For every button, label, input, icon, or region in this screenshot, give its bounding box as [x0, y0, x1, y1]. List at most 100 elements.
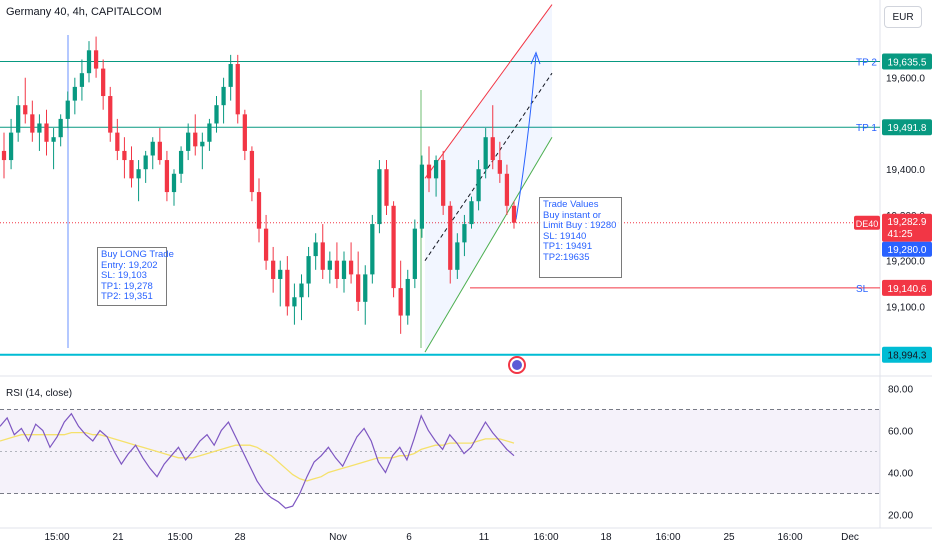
candle-body[interactable]	[334, 260, 340, 279]
candle-body[interactable]	[412, 228, 417, 279]
candle-body[interactable]	[370, 224, 375, 275]
candle-body[interactable]	[271, 260, 276, 279]
candle-body[interactable]	[164, 160, 170, 193]
candle-body[interactable]	[58, 118, 63, 138]
candle-body[interactable]	[72, 86, 77, 101]
candle-body[interactable]	[65, 100, 70, 119]
candle-body[interactable]	[150, 141, 155, 156]
candle-body[interactable]	[299, 283, 304, 298]
candle-body[interactable]	[292, 297, 297, 307]
time-tick-label: 18	[600, 532, 612, 543]
candle-body[interactable]	[504, 173, 510, 206]
candle-body[interactable]	[398, 288, 403, 316]
candle-body[interactable]	[278, 269, 283, 279]
candle-body[interactable]	[483, 137, 488, 170]
candle-body[interactable]	[51, 137, 56, 142]
candle-body[interactable]	[490, 137, 495, 161]
symbol-tag	[854, 215, 880, 230]
trade-note-left[interactable]: Buy LONG Trade Entry: 19,202 SL: 19,103 …	[97, 247, 174, 306]
candle-body[interactable]	[79, 73, 85, 87]
candle-body[interactable]	[221, 86, 226, 106]
candle-body[interactable]	[186, 132, 191, 151]
candle-body[interactable]	[157, 141, 162, 161]
candle-body[interactable]	[391, 205, 396, 289]
candle-body[interactable]	[405, 278, 410, 316]
candle-body[interactable]	[256, 192, 262, 229]
candle-body[interactable]	[129, 160, 134, 179]
rsi-ma-line	[0, 431, 515, 482]
candle-body[interactable]	[469, 201, 474, 225]
candle-body[interactable]	[497, 160, 502, 174]
rsi-indicator-label[interactable]: RSI (14, close)	[6, 388, 73, 399]
level-name-label: SL	[856, 284, 869, 295]
candle-body[interactable]	[30, 114, 35, 133]
price-tick-label: 19,100.0	[886, 302, 925, 313]
candle-body[interactable]	[37, 123, 42, 133]
candle-body[interactable]	[433, 160, 439, 179]
price-tick-label: 19,600.0	[886, 74, 925, 85]
candle-body[interactable]	[136, 169, 141, 179]
level-name-label: TP 1	[856, 123, 877, 134]
level-price-tag	[882, 279, 932, 296]
candle-body[interactable]	[377, 169, 382, 225]
candle-body[interactable]	[462, 224, 467, 243]
time-tick-label: 21	[112, 532, 124, 543]
candle-body[interactable]	[249, 150, 255, 193]
candle-body[interactable]	[16, 105, 21, 133]
candle-body[interactable]	[511, 205, 517, 223]
candle-body[interactable]	[214, 105, 219, 124]
rsi-tick-label: 80.00	[888, 385, 913, 396]
level-price-label: 18,994.3	[888, 351, 927, 362]
candle-body[interactable]	[356, 274, 361, 302]
candle-body[interactable]	[93, 50, 99, 69]
candle-body[interactable]	[263, 228, 269, 261]
candle-body[interactable]	[448, 205, 453, 270]
candle-body[interactable]	[341, 260, 347, 279]
candle-body[interactable]	[384, 169, 389, 206]
price-tick-label: 19,400.0	[886, 165, 925, 176]
candle-body[interactable]	[476, 169, 481, 202]
candle-body[interactable]	[235, 64, 240, 115]
candle-body[interactable]	[419, 164, 425, 229]
candle-body[interactable]	[242, 114, 247, 151]
candle-body[interactable]	[207, 123, 212, 142]
candle-body[interactable]	[44, 123, 49, 142]
candle-body[interactable]	[193, 132, 198, 147]
level-price-tag	[882, 346, 932, 363]
event-icon-inner	[512, 360, 522, 370]
candle-body[interactable]	[441, 160, 446, 206]
rsi-tick-label: 60.00	[888, 427, 913, 438]
candle-body[interactable]	[348, 260, 354, 275]
currency-button[interactable]: EUR	[884, 6, 922, 28]
candle-body[interactable]	[200, 141, 205, 147]
candle-body[interactable]	[228, 64, 233, 87]
candle-body[interactable]	[426, 164, 432, 179]
candle-body[interactable]	[1, 150, 7, 161]
candle-body[interactable]	[171, 173, 177, 193]
chart-title: Germany 40, 4h, CAPITALCOM	[6, 6, 162, 18]
bid-price-label: 19,280.0	[888, 245, 927, 256]
candle-body[interactable]	[327, 260, 332, 270]
candle-body[interactable]	[143, 155, 148, 170]
candle-body[interactable]	[23, 105, 28, 115]
rsi-tick-label: 20.00	[888, 511, 913, 522]
candle-body[interactable]	[86, 50, 92, 74]
time-tick-label: 16:00	[533, 532, 558, 543]
bid-price-tag	[882, 241, 932, 257]
trade-note-right[interactable]: Trade Values Buy instant or Limit Buy : …	[539, 197, 622, 278]
candle-body[interactable]	[122, 150, 127, 161]
candle-body[interactable]	[115, 132, 120, 151]
time-tick-label: 15:00	[167, 532, 192, 543]
candle-body[interactable]	[285, 269, 290, 307]
candle-body[interactable]	[313, 242, 318, 257]
time-tick-label: 15:00	[44, 532, 69, 543]
candle-body[interactable]	[178, 150, 184, 174]
candle-body[interactable]	[8, 132, 14, 161]
candle-body[interactable]	[101, 68, 106, 97]
candle-body[interactable]	[108, 96, 113, 133]
candle-body[interactable]	[363, 274, 368, 302]
candle-body[interactable]	[455, 242, 460, 270]
candle-body[interactable]	[320, 242, 325, 270]
candle-body[interactable]	[306, 256, 311, 284]
